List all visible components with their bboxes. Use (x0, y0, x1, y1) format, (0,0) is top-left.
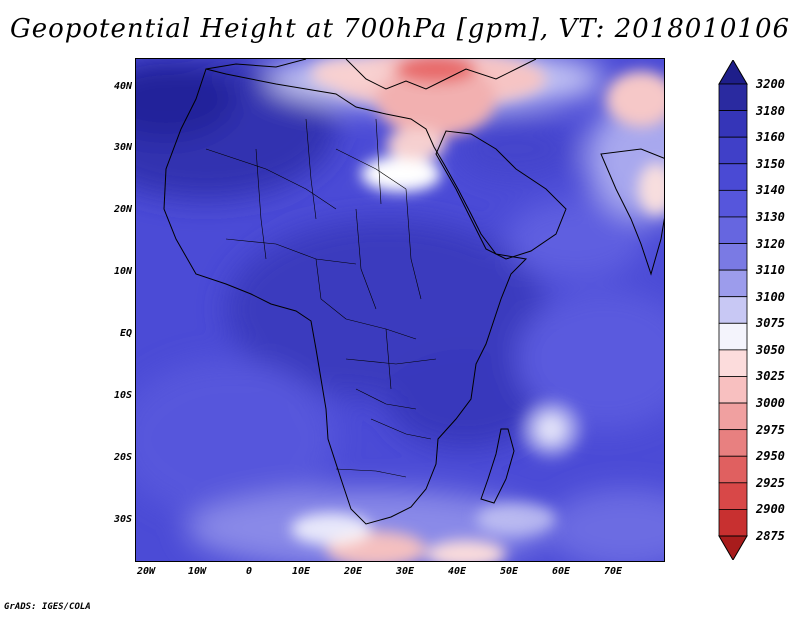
colorbar-swatch (718, 110, 748, 138)
lon-label: 10E (291, 566, 311, 577)
colorbar-tick-label: 3025 (756, 369, 785, 384)
colorbar-tick-label: 3140 (756, 183, 785, 198)
lat-label: 40N (113, 81, 132, 92)
lon-label: 0 (245, 566, 253, 577)
colorbar (718, 60, 748, 560)
lat-label: 20S (113, 452, 132, 463)
colorbar-top-arrow (718, 60, 748, 85)
colorbar-tick-label: 2950 (756, 449, 785, 464)
colorbar-tick-label: 3000 (756, 396, 785, 411)
colorbar-tick-label: 2925 (756, 475, 785, 490)
colorbar-tick-label: 3075 (756, 316, 785, 331)
colorbar-tick-label: 2900 (756, 502, 785, 517)
plot-title: Geopotential Height at 700hPa [gpm], VT:… (9, 14, 791, 44)
colorbar-tick-label: 3150 (756, 156, 785, 171)
colorbar-swatch (718, 322, 748, 351)
colorbar-swatch (718, 429, 748, 457)
country-borders (205, 118, 437, 478)
lon-label: 60E (551, 566, 571, 577)
lat-label: EQ (119, 328, 132, 339)
colorbar-tick-label: 3050 (756, 342, 785, 357)
lon-label: 30E (395, 566, 415, 577)
map-panel (135, 58, 665, 562)
lat-label: 30S (113, 514, 132, 525)
lat-label: 20N (113, 204, 132, 215)
colorbar-swatch (718, 509, 748, 537)
colorbar-swatch (718, 376, 748, 404)
colorbar-swatch (718, 296, 748, 324)
lon-label: 10W (187, 566, 207, 577)
lon-label: 20E (343, 566, 363, 577)
colorbar-tick-label: 2975 (756, 422, 785, 437)
colorbar-tick-label: 2875 (756, 529, 785, 543)
colorbar-swatch (718, 455, 748, 484)
colorbar-swatch (718, 402, 748, 431)
lon-label: 50E (499, 566, 519, 577)
colorbar-tick-label: 3160 (756, 130, 785, 145)
lon-label: 70E (603, 566, 623, 577)
colorbar-tick-label: 3180 (756, 103, 785, 118)
colorbar-tick-label: 3200 (756, 77, 785, 91)
lat-label: 30N (113, 142, 132, 153)
lon-label: 40E (447, 566, 467, 577)
height-field-map (136, 59, 664, 561)
footer-credit: GrADS: IGES/COLA (4, 602, 91, 612)
colorbar-tick-label: 3110 (756, 263, 785, 278)
colorbar-swatch (718, 163, 748, 191)
lat-label: 10N (113, 266, 132, 277)
colorbar-swatch (718, 216, 748, 244)
colorbar-tick-label: 3120 (756, 236, 785, 251)
colorbar-tick-label: 3100 (756, 289, 785, 304)
colorbar-swatch (718, 269, 748, 298)
colorbar-swatch (718, 83, 748, 111)
colorbar-bottom-arrow (718, 535, 748, 560)
colorbar-swatch (718, 482, 748, 510)
lat-label: 10S (113, 390, 132, 401)
colorbar-swatch (718, 349, 748, 377)
colorbar-swatch (718, 136, 748, 165)
colorbar-swatch (718, 189, 748, 218)
colorbar-tick-label: 3130 (756, 209, 785, 224)
low-height-areas (291, 59, 664, 561)
coastlines (163, 59, 664, 525)
lon-label: 20W (136, 566, 156, 577)
colorbar-swatch (718, 243, 748, 271)
